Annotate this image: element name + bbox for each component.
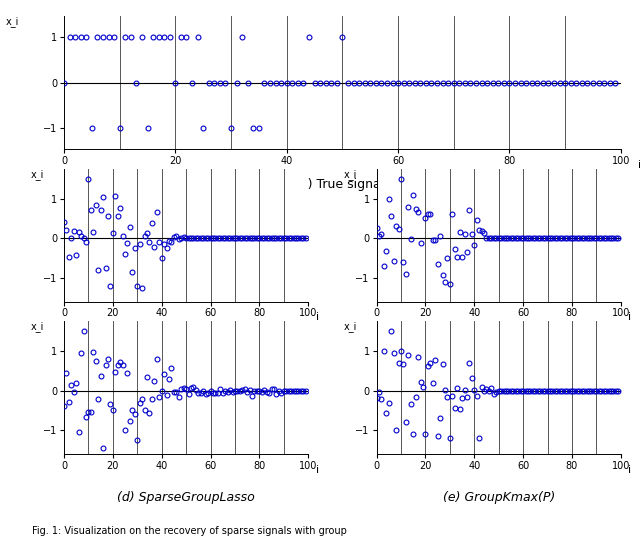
Text: (c) GroupLasso: (c) GroupLasso: [452, 339, 546, 352]
Text: i: i: [628, 464, 631, 475]
Text: Fig. 1: Visualization on the recovery of sparse signals with group: Fig. 1: Visualization on the recovery of…: [32, 526, 347, 536]
Text: i: i: [637, 160, 640, 170]
Text: i: i: [628, 312, 631, 322]
Text: i: i: [316, 464, 319, 475]
Text: (b) Lasso: (b) Lasso: [157, 339, 214, 352]
Text: x_i: x_i: [344, 169, 357, 180]
Text: (e) GroupKmax(P): (e) GroupKmax(P): [443, 491, 555, 504]
Text: (d) SparseGroupLasso: (d) SparseGroupLasso: [117, 491, 255, 504]
Text: (a) True signals: (a) True signals: [294, 178, 390, 191]
Text: x_i: x_i: [344, 322, 357, 333]
Text: i: i: [316, 312, 319, 322]
Text: x_i: x_i: [31, 322, 44, 333]
Text: x_i: x_i: [31, 169, 44, 180]
Text: x_i: x_i: [6, 16, 19, 27]
